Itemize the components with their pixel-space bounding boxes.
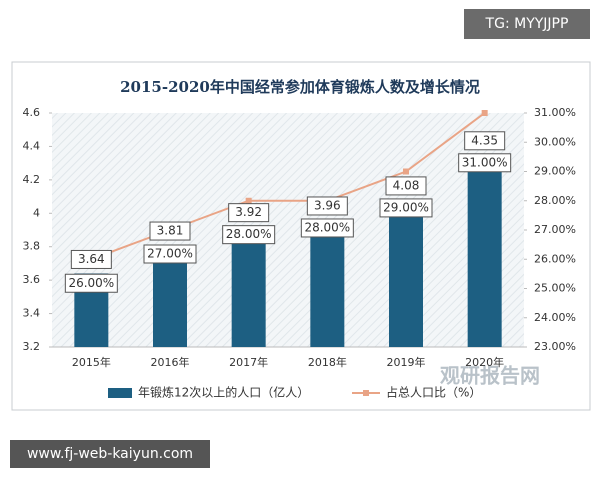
footer-url: www.fj-web-kaiyun.com [27, 446, 193, 462]
x-tick-label: 2016年 [151, 355, 190, 369]
x-tick-label: 2020年 [465, 355, 504, 369]
y-tick-label: 3.8 [23, 240, 41, 253]
bar [467, 154, 502, 347]
line-value-label-box [300, 218, 354, 238]
line-value-label-box [143, 244, 197, 264]
y-tick-label: 4 [33, 206, 40, 219]
watermark: 观研报告网 [440, 364, 540, 388]
line-value-label: 26.00% [68, 276, 114, 290]
y2-tick-label: 24.00% [534, 311, 576, 324]
bar-value-label-box [70, 249, 112, 269]
tag-box [464, 9, 590, 39]
y2-tick-label: 23.00% [534, 340, 576, 353]
y2-tick-label: 28.00% [534, 194, 576, 207]
y2-tick-label: 27.00% [534, 223, 576, 236]
y-tick-label: 4.2 [23, 173, 41, 186]
line-value-label-box [379, 198, 433, 218]
bar-value-label: 3.96 [314, 198, 341, 212]
chart-title: 2015-2020年中国经常参加体育锻炼人数及增长情况 [120, 78, 480, 96]
y2-tick-label: 25.00% [534, 282, 576, 295]
line-value-label-box [64, 273, 118, 293]
bar-value-label: 3.64 [78, 252, 105, 266]
line-value-label-box [222, 225, 276, 245]
bar-value-label-box [228, 203, 270, 223]
y-tick-label: 4.6 [23, 106, 41, 119]
line-value-label: 31.00% [462, 155, 508, 169]
y2-tick-label: 29.00% [534, 165, 576, 178]
bar [310, 219, 345, 347]
bar-value-label: 3.92 [235, 205, 262, 219]
bar-value-label: 4.08 [393, 178, 420, 192]
bar [231, 226, 266, 347]
line-value-label: 29.00% [383, 200, 429, 214]
y2-tick-label: 31.00% [534, 106, 576, 119]
legend-marker [363, 390, 369, 396]
y2-tick-label: 30.00% [534, 135, 576, 148]
x-tick-label: 2019年 [387, 355, 426, 369]
line-value-label: 27.00% [147, 247, 193, 261]
bar-value-label-box [149, 221, 191, 241]
x-tick-label: 2017年 [229, 355, 268, 369]
y-tick-label: 3.2 [23, 340, 41, 353]
line-value-label: 28.00% [226, 227, 272, 241]
legend-label: 年锻炼12次以上的人口（亿人） [138, 385, 309, 400]
legend-swatch [108, 388, 132, 398]
bar-value-label: 4.35 [471, 133, 498, 147]
line-value-label: 28.00% [304, 220, 350, 234]
line-value-label-box [458, 153, 512, 173]
bar-value-label-box [464, 131, 506, 151]
line-marker [481, 110, 488, 116]
bar-value-label: 3.81 [157, 224, 184, 238]
line-marker [403, 168, 409, 175]
y-tick-label: 3.6 [23, 273, 41, 286]
line-marker [245, 197, 252, 204]
bar-value-label-box [385, 176, 427, 196]
y-tick-label: 3.4 [23, 307, 41, 320]
x-tick-label: 2018年 [308, 355, 347, 369]
y-tick-label: 4.4 [23, 139, 41, 152]
y2-tick-label: 26.00% [534, 252, 576, 265]
legend-label: 占总人口比（%） [386, 385, 481, 400]
footer-box [10, 440, 210, 468]
x-tick-label: 2015年 [72, 355, 111, 369]
tag: TG: MYYJJPP [485, 16, 569, 32]
bar-value-label-box [306, 196, 348, 216]
plot-area [52, 113, 524, 347]
bar [389, 199, 423, 347]
